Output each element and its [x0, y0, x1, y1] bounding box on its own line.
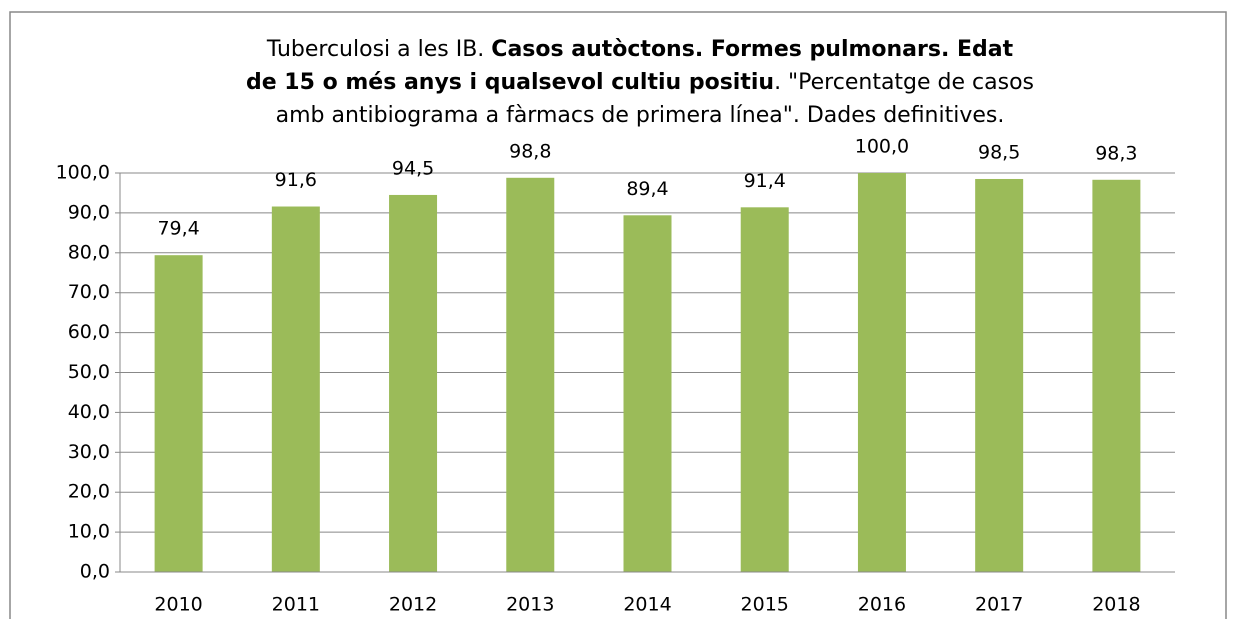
- title-part: amb antibiograma a fàrmacs de primera lí…: [276, 103, 1005, 128]
- value-label: 98,5: [978, 141, 1020, 163]
- value-label: 91,4: [744, 170, 786, 192]
- chart-border: [9, 11, 1227, 619]
- x-tick-label: 2015: [741, 594, 789, 616]
- bar: [740, 207, 789, 572]
- y-tick-label: 0,0: [80, 561, 110, 583]
- chart-title: amb antibiograma a fàrmacs de primera lí…: [276, 103, 1005, 128]
- x-tick-label: 2012: [389, 594, 437, 616]
- y-tick-label: 40,0: [68, 401, 110, 423]
- title-part: . "Percentatge de casos: [774, 70, 1034, 95]
- bar: [623, 215, 672, 572]
- y-tick-label: 80,0: [68, 241, 110, 263]
- y-tick-label: 20,0: [68, 481, 110, 503]
- bar: [975, 178, 1024, 573]
- x-tick-label: 2014: [623, 594, 671, 616]
- chart-title: de 15 o més anys i qualsevol cultiu posi…: [246, 70, 1034, 95]
- x-tick-label: 2011: [272, 594, 320, 616]
- bar: [1092, 179, 1141, 572]
- y-tick-label: 50,0: [68, 361, 110, 383]
- x-tick-label: 2010: [154, 594, 202, 616]
- bar: [389, 194, 438, 572]
- value-label: 100,0: [855, 136, 909, 158]
- value-label: 79,4: [157, 218, 199, 240]
- title-part: de 15 o més anys i qualsevol cultiu posi…: [246, 70, 774, 95]
- bar: [271, 206, 320, 573]
- chart-title: Tuberculosi a les IB. Casos autòctons. F…: [266, 37, 1014, 62]
- value-label: 91,6: [275, 169, 317, 191]
- title-part: Casos autòctons. Formes pulmonars. Edat: [491, 37, 1013, 62]
- value-label: 98,8: [509, 140, 551, 162]
- bar: [857, 173, 906, 572]
- x-tick-label: 2016: [858, 594, 906, 616]
- y-tick-label: 60,0: [68, 321, 110, 343]
- y-tick-label: 100,0: [56, 162, 110, 184]
- value-label: 89,4: [626, 178, 668, 200]
- value-label: 94,5: [392, 157, 434, 179]
- y-tick-label: 30,0: [68, 441, 110, 463]
- y-tick-label: 10,0: [68, 521, 110, 543]
- y-tick-label: 90,0: [68, 201, 110, 223]
- value-label: 98,3: [1095, 142, 1137, 164]
- title-part: Tuberculosi a les IB.: [266, 37, 491, 62]
- bar: [506, 177, 555, 572]
- bar: [154, 255, 203, 572]
- x-tick-label: 2018: [1092, 594, 1140, 616]
- x-tick-label: 2013: [506, 594, 554, 616]
- y-tick-label: 70,0: [68, 281, 110, 303]
- x-tick-label: 2017: [975, 594, 1023, 616]
